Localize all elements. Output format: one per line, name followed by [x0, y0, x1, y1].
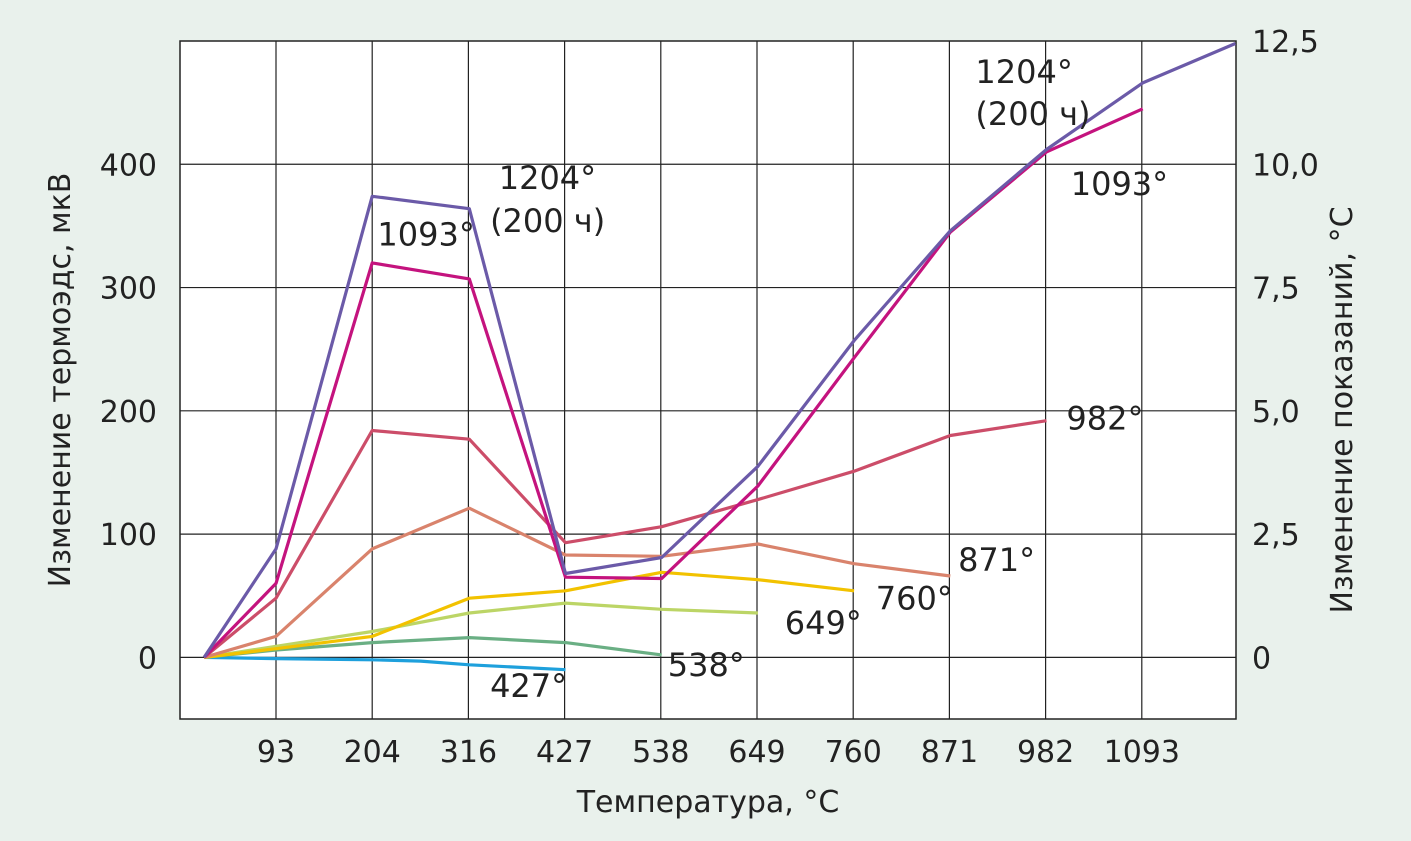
- series-line-3: [203, 570, 855, 659]
- annotation-label: (200 ч): [490, 202, 605, 240]
- y-right-tick-label: 7,5: [1252, 272, 1300, 307]
- x-tick-label: 1093: [1104, 735, 1180, 770]
- annotation-label: 1204°: [975, 53, 1072, 91]
- series-line-4: [203, 506, 951, 659]
- annotation-label: 1093°: [1071, 165, 1168, 203]
- y-left-tick-label: 100: [100, 518, 157, 553]
- y-left-tick-labels: 0 100 200 300 400: [100, 148, 157, 676]
- series-line-5: [203, 419, 1047, 659]
- series-group: [202, 42, 1237, 672]
- annotation-label: 1204°: [499, 159, 596, 197]
- x-tick-label: 93: [257, 735, 295, 770]
- series-line-0: [204, 655, 566, 672]
- x-tick-label: 316: [440, 735, 497, 770]
- series-line-7: [202, 42, 1237, 659]
- annotation-label: 649°: [785, 604, 862, 642]
- plot-area: [179, 40, 1237, 720]
- y-right-tick-label: 2,5: [1252, 518, 1300, 553]
- annotation-label: 760°: [876, 579, 953, 617]
- annotation-label: 427°: [490, 667, 567, 705]
- annotation-label: (200 ч): [975, 95, 1090, 133]
- y-right-tick-label: 0: [1252, 641, 1271, 676]
- y-left-tick-label: 200: [100, 395, 157, 430]
- x-tick-label: 204: [344, 735, 401, 770]
- annotation-label: 871°: [958, 541, 1035, 579]
- y-left-tick-label: 300: [100, 272, 157, 307]
- y-axis-right-title: Изменение показаний, °C: [1325, 206, 1360, 613]
- series-line-2: [203, 601, 758, 659]
- annotation-label: 538°: [668, 646, 745, 684]
- y-axis-left-title: Изменение термоэдс, мкВ: [43, 173, 78, 588]
- x-tick-label: 649: [728, 735, 785, 770]
- x-axis-title: Температура, °C: [576, 785, 840, 820]
- annotations: 427° 538° 649° 760°871° 982° 1093° 1093° 1204° (…: [377, 53, 1168, 705]
- y-left-tick-label: 0: [138, 641, 157, 676]
- y-right-tick-label: 12,5: [1252, 25, 1319, 60]
- y-right-tick-label: 5,0: [1252, 395, 1300, 430]
- y-left-tick-label: 400: [100, 148, 157, 183]
- x-tick-labels: 93 204 316 427 538 649 760 871 982 1093: [257, 735, 1180, 770]
- x-tick-label: 760: [825, 735, 882, 770]
- annotation-label: 982°: [1066, 399, 1143, 437]
- x-tick-label: 427: [536, 735, 593, 770]
- x-tick-label: 538: [632, 735, 689, 770]
- y-right-tick-label: 10,0: [1252, 148, 1319, 183]
- x-tick-label: 871: [921, 735, 978, 770]
- y-right-tick-labels: 0 2,5 5,0 7,5 10,0 12,5: [1252, 25, 1319, 676]
- annotation-label: 1093°: [377, 216, 474, 254]
- x-tick-label: 982: [1017, 735, 1074, 770]
